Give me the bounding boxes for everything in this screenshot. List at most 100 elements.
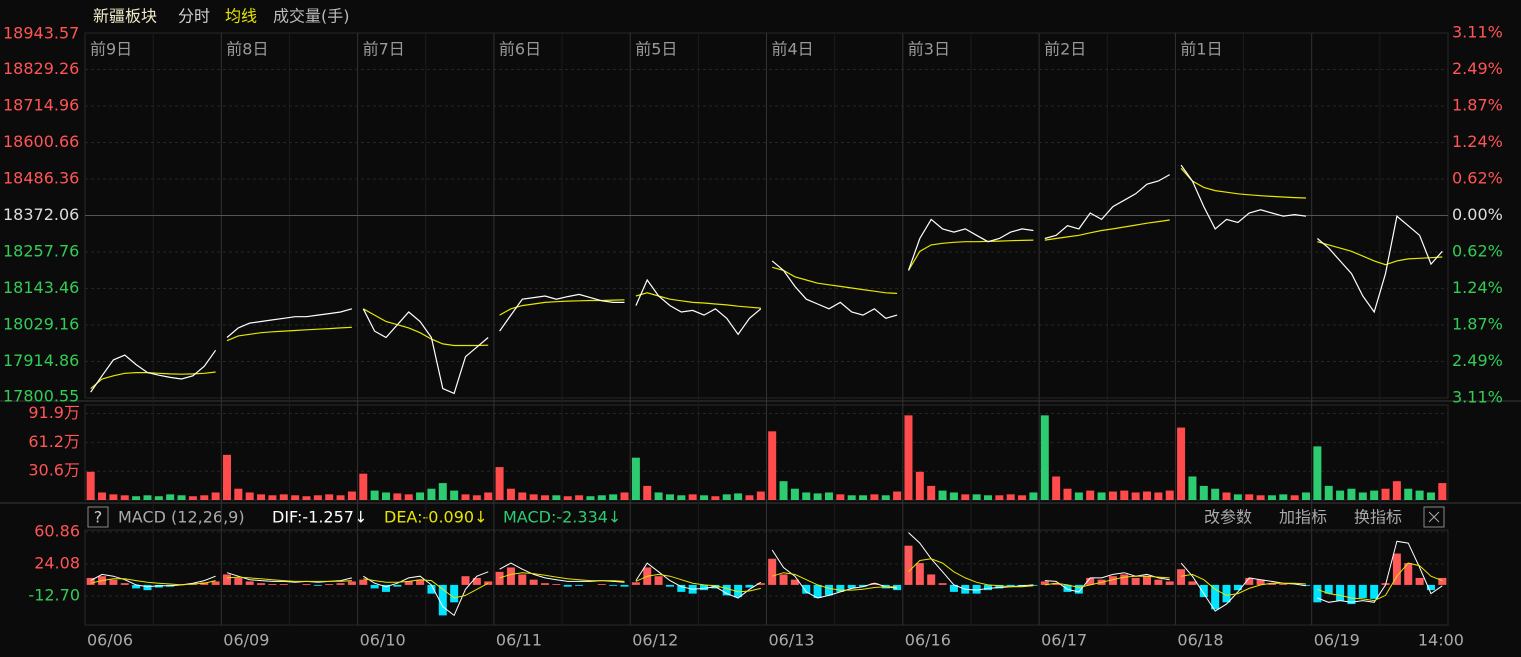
- volume-bar: [1279, 494, 1288, 500]
- volume-bar: [1143, 491, 1152, 500]
- volume-bar: [302, 496, 311, 500]
- macd-bar: [779, 574, 788, 585]
- macd-bar: [279, 584, 288, 585]
- mode-label[interactable]: 分时: [178, 7, 210, 26]
- volume-bar: [495, 467, 504, 500]
- volume-bar: [359, 473, 368, 500]
- macd-bar: [665, 584, 674, 587]
- macd-bar: [836, 584, 845, 592]
- macd-name: MACD (12,26,9): [118, 508, 245, 527]
- close-box[interactable]: [1423, 506, 1445, 528]
- macd-bar: [734, 584, 743, 598]
- volume-bar: [529, 494, 538, 500]
- macd-bar: [995, 584, 1004, 589]
- macd-bar: [393, 584, 402, 587]
- volume-bar: [1426, 492, 1435, 500]
- volume-bar: [881, 495, 890, 500]
- dea-line: [908, 558, 1034, 588]
- macd-bar: [1347, 584, 1356, 605]
- macd-bar: [404, 581, 413, 585]
- volume-label[interactable]: 成交量(手): [273, 7, 350, 26]
- volume-bar: [1086, 490, 1095, 500]
- macd-bar: [1313, 584, 1322, 603]
- x-tick-label: 06/17: [1041, 631, 1087, 650]
- x-tick-label: 06/10: [360, 631, 406, 650]
- day-label: 前8日: [226, 40, 268, 59]
- y-tick-label: 18257.76: [3, 241, 79, 260]
- macd-bar: [631, 582, 640, 585]
- dif-line: [1317, 540, 1443, 603]
- macd-bar: [245, 581, 254, 585]
- volume-bar: [563, 496, 572, 500]
- y-tick-label: 18714.96: [3, 96, 79, 115]
- day-label: 前6日: [499, 40, 541, 59]
- button[interactable]: 改参数: [1204, 508, 1252, 527]
- price-line: [771, 260, 898, 319]
- macd-bar: [506, 567, 515, 585]
- macd-bar: [1438, 577, 1447, 585]
- volume-tick-label: 61.2万: [28, 432, 80, 451]
- macd-bar: [904, 545, 913, 585]
- macd-bar: [1006, 584, 1015, 587]
- volume-bar: [790, 488, 799, 500]
- volume-bar: [1313, 446, 1322, 500]
- volume-bar: [313, 495, 322, 500]
- volume-bar: [1040, 415, 1049, 500]
- macd-bar: [1324, 584, 1333, 594]
- volume-bar: [257, 494, 266, 500]
- dea-line: [1317, 562, 1443, 602]
- dif-value: DIF:-1.257↓: [272, 508, 367, 527]
- volume-bar: [643, 485, 652, 500]
- macd-bar: [597, 584, 606, 585]
- volume-bar: [1029, 492, 1038, 500]
- volume-bar: [1381, 488, 1390, 500]
- y2-tick-label: 0.62%: [1452, 169, 1503, 188]
- dif-line: [771, 549, 898, 599]
- dif-line: [635, 562, 762, 599]
- volume-bar: [779, 481, 788, 500]
- price-line: [362, 308, 489, 395]
- macd-bar: [1063, 584, 1072, 592]
- macd-bar: [552, 584, 561, 585]
- macd-bar: [1120, 574, 1129, 585]
- macd-bar: [575, 584, 584, 586]
- y-tick-label: 18029.16: [3, 314, 79, 333]
- macd-bar: [302, 584, 311, 585]
- macd-bar: [1336, 584, 1345, 601]
- macd-bar: [722, 584, 731, 596]
- volume-bar: [1108, 491, 1117, 500]
- x-tick-label: 06/16: [905, 631, 951, 650]
- macd-bar: [620, 584, 629, 587]
- volume-bar: [234, 488, 243, 500]
- macd-bar: [609, 584, 618, 586]
- volume-bar: [893, 491, 902, 500]
- macd-bar: [745, 584, 754, 588]
- close-icon[interactable]: [1428, 511, 1440, 523]
- volume-bar: [870, 494, 879, 500]
- macd-bar: [143, 584, 152, 591]
- avg-line: [1317, 241, 1443, 266]
- macd-bar: [381, 584, 390, 592]
- macd-bar: [222, 574, 231, 585]
- volume-bar: [756, 491, 765, 500]
- volume-bar: [597, 495, 606, 500]
- volume-bar: [700, 495, 709, 500]
- volume-bar: [688, 494, 697, 500]
- stock-name: 新疆板块: [93, 7, 157, 26]
- volume-bar: [983, 495, 992, 500]
- price-line: [1044, 174, 1170, 240]
- macd-bar: [1211, 584, 1220, 610]
- macd-bar: [427, 584, 436, 594]
- macd-tick-label: 60.86: [34, 521, 80, 540]
- volume-bar: [722, 494, 731, 500]
- price-line: [90, 349, 217, 393]
- button[interactable]: 换指标: [1354, 508, 1402, 527]
- button[interactable]: 加指标: [1279, 508, 1327, 527]
- avg-label[interactable]: 均线: [225, 7, 257, 26]
- volume-bar: [506, 488, 515, 500]
- help-box[interactable]: [87, 506, 109, 528]
- help-icon[interactable]: ?: [94, 508, 103, 527]
- macd-bar: [1404, 563, 1413, 585]
- volume-bar: [166, 494, 175, 500]
